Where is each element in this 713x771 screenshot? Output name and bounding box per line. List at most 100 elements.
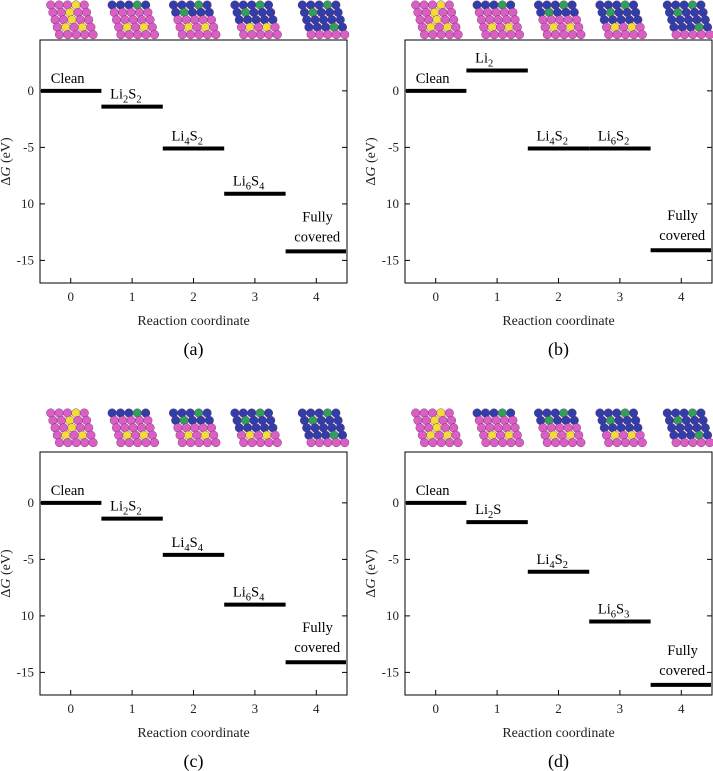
fully-covered-structure-icon: [662, 408, 713, 448]
li4s2-adsorbed-structure-icon: [168, 0, 221, 40]
step-label-part: Li: [110, 499, 123, 515]
step-label: Li6S4: [233, 174, 265, 193]
step-label-part: Fully: [302, 209, 333, 225]
step-label: Li6S2: [598, 129, 629, 148]
x-tick-label: 3: [252, 701, 259, 716]
li2-adsorbed-structure-icon: [472, 0, 525, 40]
atom: [306, 438, 316, 448]
atom: [542, 438, 552, 448]
y-tick-label: -5: [23, 551, 34, 566]
atom: [256, 438, 266, 448]
y-axis-title: ΔG (eV): [0, 137, 14, 186]
atom: [211, 438, 221, 448]
atom: [680, 438, 690, 448]
step-label-part: 2: [563, 137, 568, 148]
x-tick-label: 3: [617, 701, 624, 716]
atom: [705, 438, 713, 448]
y-tick-label: 10: [21, 196, 34, 211]
y-axis-title-part: Δ: [364, 589, 379, 598]
atom: [194, 30, 204, 40]
step-label-part: S: [616, 602, 624, 618]
step-label-part: Li: [172, 535, 185, 551]
y-tick-label: 0: [28, 83, 35, 98]
x-tick-label: 3: [617, 289, 624, 304]
step-label-part: 2: [136, 507, 141, 518]
atom: [637, 438, 647, 448]
x-tick-label: 4: [678, 701, 685, 716]
step-label: Clean: [51, 71, 86, 87]
step-label-part: S: [190, 535, 198, 551]
x-axis-title: Reaction coordinate: [137, 314, 249, 329]
step-label-part: S: [128, 499, 136, 515]
step-label: Li4S2: [537, 129, 568, 148]
step-label-part: 4: [549, 560, 555, 571]
atom: [149, 30, 159, 40]
step-label: Clean: [51, 483, 86, 499]
panel-label: (a): [184, 339, 204, 360]
atom: [124, 30, 134, 40]
x-tick-label: 3: [252, 289, 259, 304]
step-label-part: Li: [233, 585, 246, 601]
step-label: Li4S4: [172, 535, 204, 554]
atom: [340, 438, 350, 448]
x-tick-label: 1: [129, 701, 136, 716]
panel-b: 0 -5 10 -15 0 1 2 3 4 Reaction coordinate ΔG (eV) C…: [364, 0, 713, 360]
atom: [680, 30, 690, 40]
step-label-part: S: [190, 129, 198, 145]
fully-covered-structure-icon: [662, 0, 713, 40]
atom: [498, 438, 508, 448]
atom: [88, 30, 98, 40]
y-axis-title: ΔG (eV): [364, 549, 379, 598]
atom: [186, 30, 196, 40]
step-label-part: 2: [123, 95, 128, 106]
atom: [331, 438, 341, 448]
step-label-part: 2: [488, 59, 493, 70]
step-label-part: Clean: [51, 483, 86, 499]
atom: [177, 30, 187, 40]
atom: [116, 30, 126, 40]
y-tick-label: -15: [382, 664, 399, 679]
atom: [315, 438, 325, 448]
y-axis-title-part: Δ: [0, 589, 14, 598]
step-label-part: S: [493, 502, 501, 518]
x-tick-label: 2: [190, 701, 197, 716]
panel-d: 0 -5 10 -15 0 1 2 3 4 Reaction coordinate ΔG (eV) C…: [364, 408, 713, 771]
step-label-part: 3: [624, 610, 629, 621]
atom: [498, 30, 508, 40]
clean-surface-structure-icon: [411, 408, 463, 448]
fully-covered-structure-icon: [297, 408, 350, 448]
atom: [194, 438, 204, 448]
panel-c: 0 -5 10 -15 0 1 2 3 4 Reaction coordinate ΔG (eV) C…: [0, 408, 350, 771]
step-label-line2: covered: [294, 229, 341, 245]
clean-surface-structure-icon: [46, 0, 98, 40]
step-label-part: 4: [184, 137, 190, 148]
atom: [239, 30, 249, 40]
step-label-part: S: [128, 87, 136, 103]
li2s2-adsorbed-structure-icon: [107, 0, 159, 40]
atom: [428, 30, 438, 40]
atom: [637, 30, 647, 40]
atom: [63, 30, 73, 40]
atom: [323, 438, 333, 448]
step-label-line2-part: covered: [294, 640, 341, 656]
atom: [551, 30, 561, 40]
atom: [256, 30, 266, 40]
atom: [436, 30, 446, 40]
x-tick-label: 4: [313, 289, 320, 304]
panel-a: 0 -5 10 -15 0 1 2 3 4 Reaction coordinate ΔG (eV) C…: [0, 0, 350, 360]
x-tick-label: 0: [67, 701, 74, 716]
step-label-part: Li: [475, 502, 488, 518]
step-label-part: Clean: [51, 71, 86, 87]
fully-covered-structure-icon: [297, 0, 350, 40]
step-label-part: S: [555, 129, 563, 145]
atom: [559, 30, 569, 40]
atom: [133, 30, 143, 40]
step-label-part: 4: [184, 543, 190, 554]
step-label-part: 2: [563, 560, 568, 571]
x-tick-label: 2: [555, 701, 562, 716]
atom: [340, 30, 350, 40]
plot-frame: [39, 39, 348, 284]
atom: [272, 30, 282, 40]
atom: [696, 30, 706, 40]
